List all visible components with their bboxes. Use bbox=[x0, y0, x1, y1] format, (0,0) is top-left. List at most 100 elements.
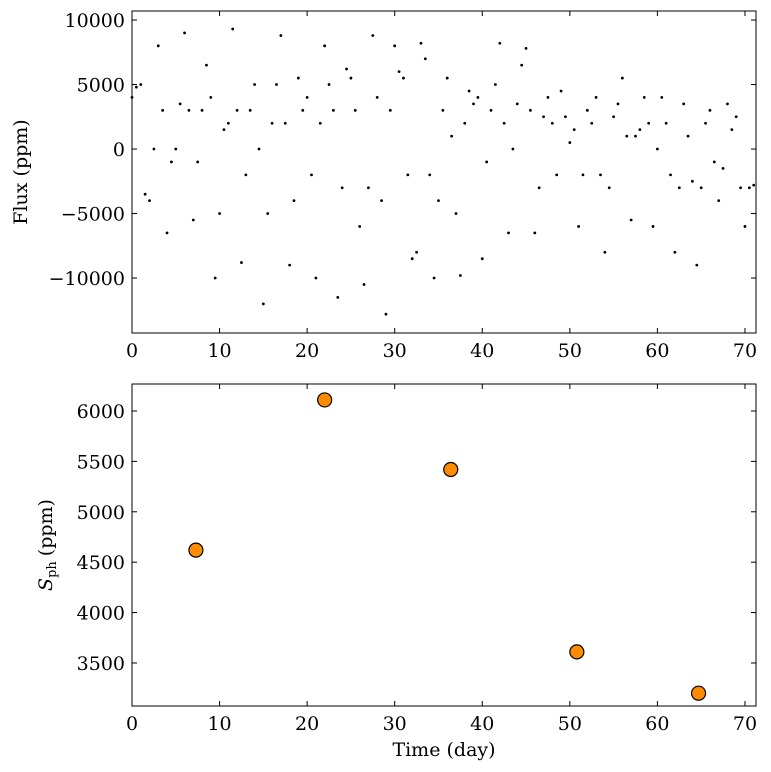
data-point bbox=[651, 225, 655, 228]
data-point bbox=[231, 27, 235, 31]
data-point bbox=[537, 186, 541, 190]
data-point bbox=[253, 83, 256, 86]
data-point bbox=[647, 121, 651, 125]
data-point bbox=[655, 147, 659, 151]
data-point bbox=[143, 192, 147, 196]
plot-frame bbox=[131, 10, 757, 334]
data-point bbox=[572, 128, 576, 132]
data-point bbox=[380, 199, 383, 203]
data-point bbox=[139, 83, 143, 86]
x-tick-label: 20 bbox=[295, 713, 319, 735]
data-point bbox=[515, 102, 519, 106]
data-point bbox=[362, 283, 366, 286]
data-point bbox=[752, 183, 756, 187]
data-point bbox=[415, 250, 418, 254]
data-point bbox=[726, 102, 729, 106]
data-point bbox=[441, 108, 445, 112]
data-point bbox=[520, 63, 524, 67]
data-point bbox=[279, 34, 283, 37]
data-point bbox=[603, 250, 607, 254]
data-point bbox=[148, 199, 151, 203]
data-point bbox=[423, 57, 427, 61]
data-point bbox=[292, 199, 296, 203]
data-point bbox=[502, 121, 506, 125]
x-tick-label: 0 bbox=[126, 340, 138, 362]
data-point bbox=[419, 41, 423, 45]
data-point bbox=[625, 134, 629, 138]
data-point bbox=[161, 108, 165, 112]
x-tick-label: 30 bbox=[383, 340, 407, 362]
x-tick-label: 20 bbox=[295, 340, 319, 362]
data-point bbox=[371, 34, 375, 37]
data-point bbox=[550, 121, 554, 125]
data-point bbox=[555, 173, 559, 177]
data-point bbox=[188, 542, 204, 558]
x-tick-label: 70 bbox=[733, 713, 757, 735]
data-point bbox=[305, 96, 309, 99]
data-point bbox=[559, 89, 563, 93]
y-tick-label: 0 bbox=[113, 139, 125, 161]
data-point bbox=[310, 173, 313, 177]
data-point bbox=[270, 121, 274, 125]
data-point bbox=[213, 276, 217, 280]
data-point bbox=[581, 173, 585, 177]
x-tick-label: 10 bbox=[207, 340, 231, 362]
data-point bbox=[708, 108, 712, 112]
data-point bbox=[577, 225, 580, 228]
data-point bbox=[691, 179, 694, 183]
data-point bbox=[218, 212, 221, 215]
y-label-subscript: ph bbox=[45, 561, 60, 578]
data-point bbox=[454, 212, 458, 215]
data-point bbox=[209, 96, 213, 99]
data-point bbox=[734, 115, 738, 119]
data-point bbox=[327, 83, 331, 86]
x-tick-label: 40 bbox=[470, 713, 494, 735]
x-tick-label: 60 bbox=[645, 713, 669, 735]
data-point bbox=[607, 186, 611, 190]
data-point bbox=[445, 76, 449, 80]
data-point bbox=[542, 115, 545, 119]
data-point bbox=[699, 186, 703, 190]
data-point bbox=[642, 96, 646, 99]
data-point bbox=[472, 102, 475, 106]
data-point bbox=[317, 392, 333, 408]
data-point bbox=[152, 147, 156, 151]
data-point bbox=[174, 147, 178, 151]
y-label-unit: (ppm) bbox=[35, 499, 57, 556]
data-point bbox=[226, 121, 230, 125]
data-point bbox=[489, 108, 493, 112]
data-point bbox=[660, 96, 664, 99]
data-point bbox=[384, 312, 388, 316]
data-point bbox=[275, 83, 278, 86]
data-point bbox=[569, 644, 585, 660]
data-point bbox=[450, 134, 454, 138]
data-point bbox=[349, 76, 353, 80]
data-point bbox=[375, 96, 379, 99]
data-point bbox=[156, 44, 160, 48]
y-tick-label: 6000 bbox=[77, 401, 125, 423]
data-point bbox=[406, 173, 410, 177]
data-point bbox=[402, 76, 405, 80]
x-tick-label: 10 bbox=[207, 713, 231, 735]
data-point bbox=[340, 186, 344, 190]
data-point bbox=[358, 225, 362, 228]
data-point bbox=[739, 186, 742, 190]
data-point bbox=[664, 121, 668, 125]
data-point bbox=[677, 186, 681, 190]
data-point bbox=[196, 160, 200, 164]
data-point bbox=[183, 31, 186, 35]
y-tick-label: 10000 bbox=[65, 10, 125, 32]
data-point bbox=[690, 685, 707, 701]
data-point bbox=[170, 160, 173, 164]
y-tick-label: 3500 bbox=[77, 653, 125, 675]
data-point bbox=[616, 102, 620, 106]
data-point bbox=[721, 166, 725, 170]
data-point bbox=[546, 96, 550, 99]
y-tick-label: 5000 bbox=[77, 75, 125, 97]
data-point bbox=[200, 108, 204, 112]
x-axis-label: Time (day) bbox=[392, 739, 495, 761]
data-point bbox=[240, 261, 243, 264]
data-point bbox=[432, 276, 436, 280]
data-point bbox=[638, 128, 642, 132]
data-point bbox=[594, 96, 598, 99]
